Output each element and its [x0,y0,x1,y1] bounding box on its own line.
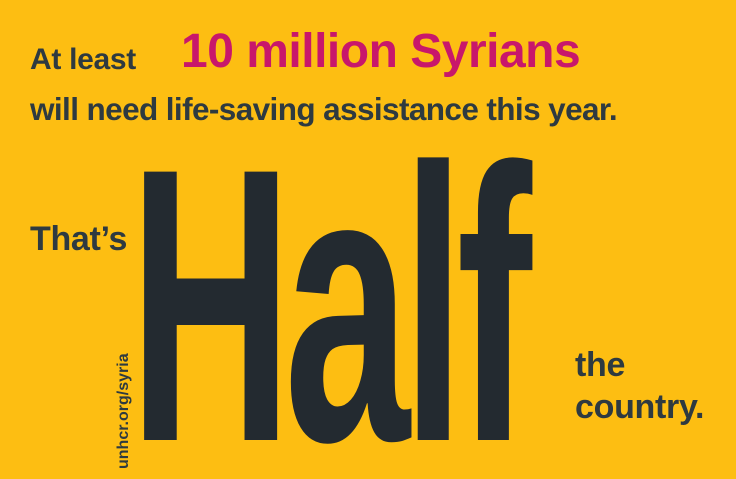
headline-highlight-text: 10 million Syrians [181,25,581,78]
tail-text-line-2: country. [575,388,705,426]
thats-text: That’s [30,220,128,258]
headline-lead-text: At least [30,43,136,76]
headline-second-line: will need life-saving assistance this ye… [30,91,618,127]
half-big-word: Half [129,87,532,479]
tail-text-line-1: the [575,346,626,384]
source-url-text: unhcr.org/syria [115,353,132,469]
